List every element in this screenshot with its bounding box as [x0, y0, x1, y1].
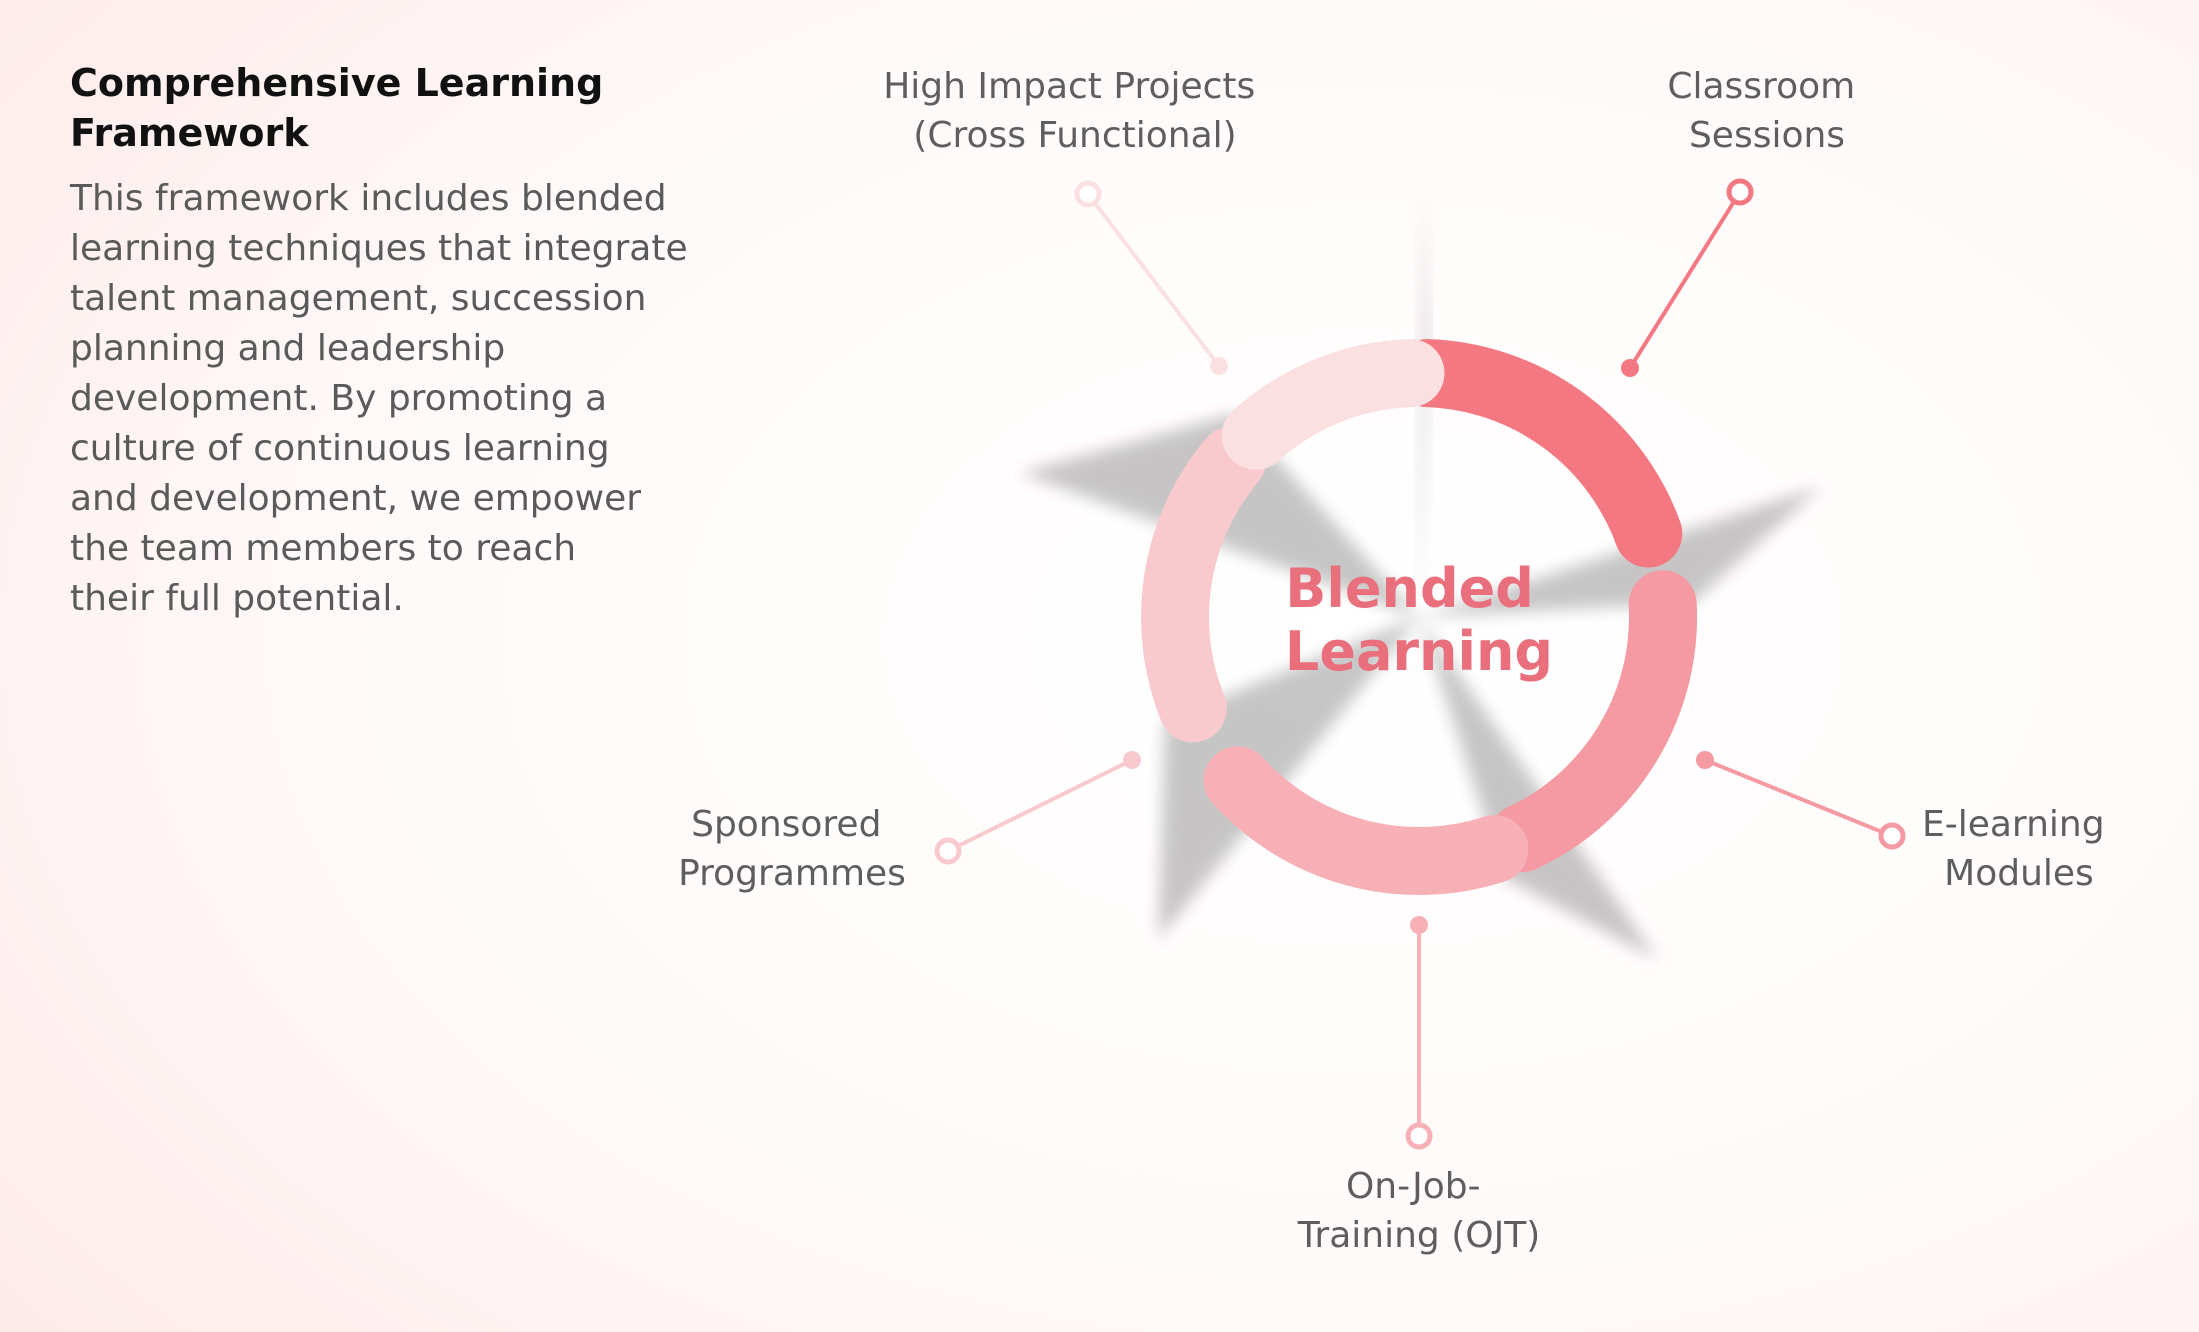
connector-line-e-learning-modules — [1703, 758, 1894, 838]
segment-label-on-job-training: On-Job- Training (OJT) — [1297, 1166, 1541, 1256]
intro-body-line: learning techniques that integrate — [70, 228, 688, 269]
connector-knob-sponsored-programmes — [1123, 751, 1141, 769]
segment-label-line: Modules — [1944, 853, 2094, 894]
connector-end-on-job-training — [1405, 1122, 1433, 1150]
segment-label-line: High Impact Projects — [883, 66, 1255, 107]
ring-segment-high-impact-projects — [1221, 339, 1445, 470]
intro-body-line: their full potential. — [70, 578, 404, 619]
ring-segments — [1141, 339, 1698, 896]
intro-body-line: and development, we empower — [70, 478, 642, 519]
segment-label-line: Programmes — [678, 853, 906, 894]
segment-label-line: Sponsored — [691, 804, 881, 845]
ring-segment-e-learning-modules — [1488, 570, 1698, 873]
segment-label-line: Classroom — [1667, 66, 1855, 107]
connector-line-classroom-sessions — [1628, 190, 1742, 370]
ring-segment-classroom-sessions — [1393, 339, 1683, 568]
intro-body: This framework includes blended learning… — [70, 174, 710, 624]
ring-segment-sponsored-programmes — [1141, 426, 1267, 743]
intro-title-line: Comprehensive Learning — [70, 61, 604, 105]
segment-label-line: Training (OJT) — [1297, 1215, 1541, 1256]
segment-label-line: Sessions — [1689, 115, 1845, 156]
connector-line-sponsored-programmes — [946, 758, 1134, 853]
segment-connectors — [934, 178, 1906, 1150]
center-label: Blended Learning — [1285, 557, 1553, 683]
segment-shadow-on-job-training — [1419, 617, 1658, 960]
segment-label-sponsored-programmes: Sponsored Programmes — [678, 804, 906, 894]
segment-label-line: E-learning — [1922, 804, 2105, 845]
center-label-line: Blended — [1285, 557, 1534, 620]
intro-body-line: talent management, succession — [70, 278, 647, 319]
intro-body-line: culture of continuous learning — [70, 428, 610, 469]
connector-knob-e-learning-modules — [1696, 751, 1714, 769]
connector-knob-high-impact-projects — [1210, 357, 1228, 375]
segment-label-line: On-Job- — [1346, 1166, 1481, 1207]
intro-body-line: development. By promoting a — [70, 378, 608, 419]
segment-label-high-impact-projects: High Impact Projects (Cross Functional) — [883, 66, 1267, 156]
connector-end-sponsored-programmes — [934, 837, 962, 865]
segment-label-e-learning-modules: E-learning Modules — [1922, 804, 2116, 894]
intro-title: Comprehensive Learning Framework — [70, 58, 710, 158]
intro-body-line: This framework includes blended — [70, 178, 667, 219]
connector-end-classroom-sessions — [1726, 178, 1754, 206]
connector-knob-classroom-sessions — [1621, 359, 1639, 377]
intro-section: Comprehensive Learning Framework This fr… — [70, 58, 710, 624]
ring-segment-on-job-training — [1203, 746, 1529, 896]
connector-line-high-impact-projects — [1086, 192, 1221, 368]
segment-label-line: (Cross Functional) — [913, 115, 1236, 156]
intro-title-line: Framework — [70, 111, 309, 155]
center-label-line: Learning — [1285, 620, 1553, 683]
intro-body-line: planning and leadership — [70, 328, 506, 369]
connector-end-high-impact-projects — [1074, 180, 1102, 208]
connector-end-e-learning-modules — [1878, 822, 1906, 850]
segment-label-classroom-sessions: Classroom Sessions — [1667, 66, 1866, 156]
connector-knob-on-job-training — [1410, 916, 1428, 934]
intro-body-line: the team members to reach — [70, 528, 577, 569]
